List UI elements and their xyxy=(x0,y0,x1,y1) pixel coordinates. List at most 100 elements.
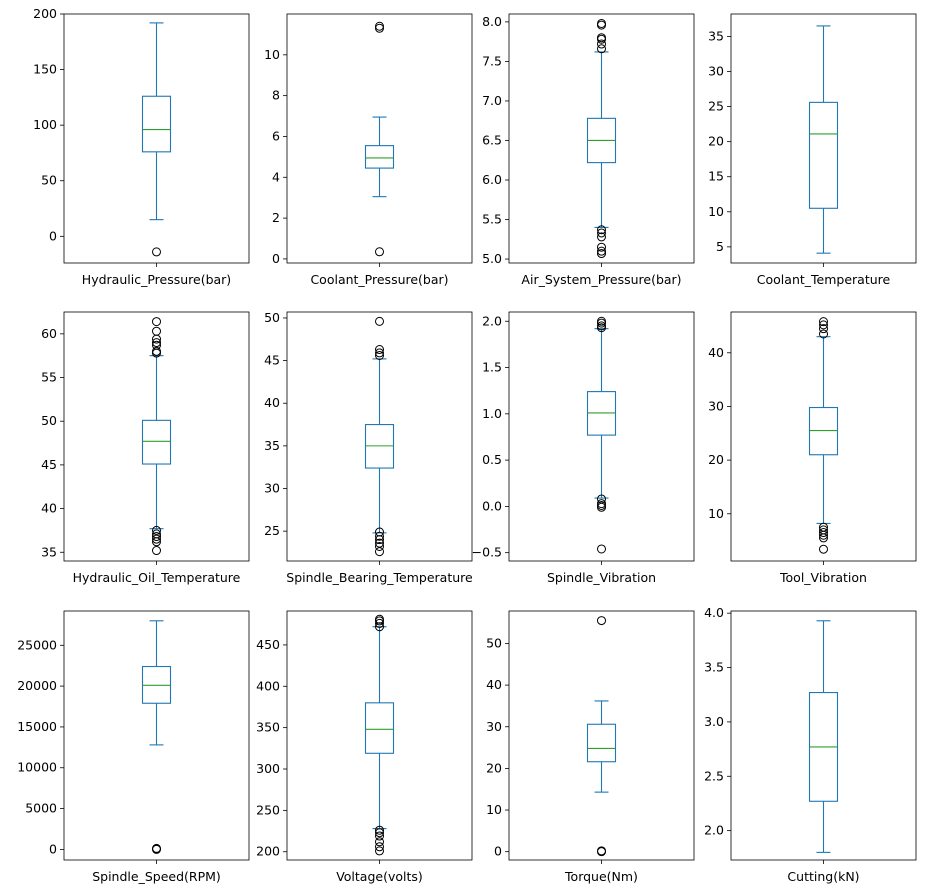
x-tick-label: Spindle_Vibration xyxy=(547,570,656,585)
y-tick-label: 50 xyxy=(264,310,280,325)
outlier-point xyxy=(597,232,606,242)
y-tick-label: 50 xyxy=(486,635,502,650)
y-tick-label: 350 xyxy=(256,720,280,735)
y-tick-label: 1.0 xyxy=(482,406,502,421)
y-tick-label: 0.5 xyxy=(482,452,502,467)
y-tick-label: 10 xyxy=(486,802,502,817)
y-tick-label: 10 xyxy=(708,506,724,521)
y-tick-label: 3.0 xyxy=(704,714,724,729)
y-tick-label: 4 xyxy=(272,169,280,184)
outlier-point xyxy=(375,837,384,847)
y-tick-label: 10 xyxy=(264,47,280,62)
y-tick-label: 5.0 xyxy=(482,251,502,266)
outlier-point xyxy=(597,246,606,256)
outlier-point xyxy=(819,324,828,334)
outlier-point xyxy=(375,21,384,31)
y-tick-label: 50 xyxy=(41,413,57,428)
y-tick-label: 35 xyxy=(264,438,280,453)
outlier-point xyxy=(819,329,828,339)
x-tick-label: Cutting(kN) xyxy=(787,869,859,884)
outlier-point xyxy=(819,525,828,535)
y-tick-label: 450 xyxy=(256,637,280,652)
y-tick-label: 4.0 xyxy=(704,605,724,620)
outlier-point xyxy=(152,525,161,535)
outlier-point xyxy=(597,225,606,235)
outlier-point xyxy=(375,527,384,537)
outlier-point xyxy=(597,544,606,554)
y-tick-label: 40 xyxy=(486,677,502,692)
outlier-point xyxy=(819,522,828,532)
x-tick-label: Coolant_Pressure(bar) xyxy=(310,272,448,287)
outlier-point xyxy=(152,326,161,336)
outlier-point xyxy=(375,831,384,841)
outlier-point xyxy=(375,531,384,541)
outlier-point xyxy=(819,528,828,538)
y-tick-label: 250 xyxy=(256,802,280,817)
x-tick-label: Voltage(volts) xyxy=(336,869,423,884)
y-tick-label: 6 xyxy=(272,128,280,143)
outlier-point xyxy=(597,321,606,331)
y-tick-label: 200 xyxy=(256,844,280,859)
y-tick-label: 400 xyxy=(256,678,280,693)
iqr-box xyxy=(808,101,839,209)
outlier-point xyxy=(597,44,606,54)
outlier-point xyxy=(597,249,606,259)
x-tick-label: Coolant_Temperature xyxy=(757,272,891,287)
y-tick-label: 5 xyxy=(716,239,724,254)
y-tick-label: 25 xyxy=(264,523,280,538)
outlier-point xyxy=(375,828,384,838)
y-tick-label: 30 xyxy=(708,398,724,413)
y-tick-label: 15000 xyxy=(17,719,57,734)
y-tick-label: 30 xyxy=(708,64,724,79)
outlier-point xyxy=(375,547,384,557)
y-tick-label: 150 xyxy=(33,62,57,77)
x-tick-label: Tool_Vibration xyxy=(779,570,867,585)
y-tick-label: 2.0 xyxy=(704,823,724,838)
outlier-point xyxy=(375,23,384,33)
outlier-point xyxy=(819,317,828,327)
outlier-point xyxy=(597,18,606,28)
y-tick-label: 6.0 xyxy=(482,172,502,187)
y-tick-label: 3.5 xyxy=(704,660,724,675)
outlier-point xyxy=(152,340,161,350)
y-tick-label: 35 xyxy=(41,544,57,559)
y-tick-label: 7.5 xyxy=(482,53,502,68)
boxplot-panel: 0 2 4 6 8 10 Coolant_Pressure(bar) xyxy=(264,13,473,287)
x-tick-label: Spindle_Bearing_Temperature xyxy=(286,570,473,585)
x-tick-label: Hydraulic_Oil_Temperature xyxy=(73,570,241,585)
y-tick-label: 0 xyxy=(272,251,280,266)
outlier-point xyxy=(597,846,606,856)
boxplot-panel: 0 5000 10000 15000 20000 25000 Spindle_Speed(R… xyxy=(17,610,250,884)
outlier-point xyxy=(597,616,606,626)
boxplot-panel: 0 50 100 150 200 Hydraulic_Pressure(bar) xyxy=(33,6,250,287)
outlier-point xyxy=(819,544,828,554)
y-tick-label: 5.5 xyxy=(482,212,502,227)
outlier-point xyxy=(819,320,828,330)
y-tick-label: 200 xyxy=(33,6,57,21)
iqr-box xyxy=(364,702,395,754)
y-tick-label: 40 xyxy=(264,395,280,410)
boxplot-panel: 10 20 30 40 Tool_Vibration xyxy=(708,311,917,585)
y-tick-label: 30 xyxy=(486,719,502,734)
outlier-point xyxy=(375,846,384,856)
x-tick-label: Air_System_Pressure(bar) xyxy=(521,272,681,287)
outlier-point xyxy=(375,345,384,355)
y-tick-label: 0.0 xyxy=(482,498,502,513)
axes-frame xyxy=(508,610,695,861)
outlier-point xyxy=(597,33,606,43)
y-tick-label: 0 xyxy=(49,228,57,243)
boxplot-panel: 200 250 300 350 400 450 Voltage(volts) xyxy=(256,610,473,884)
y-tick-label: 10000 xyxy=(17,760,57,775)
y-tick-label: 45 xyxy=(264,353,280,368)
boxplot-panel: 35 40 45 50 55 60 Hydraulic_Oil_Temperature xyxy=(41,311,250,585)
y-tick-label: −0.5 xyxy=(472,545,502,560)
y-tick-label: 30 xyxy=(264,481,280,496)
outlier-point xyxy=(152,247,161,257)
y-tick-label: 5000 xyxy=(25,801,57,816)
outlier-point xyxy=(152,529,161,539)
y-tick-label: 2.5 xyxy=(704,768,724,783)
y-tick-label: 40 xyxy=(41,501,57,516)
outlier-point xyxy=(597,39,606,49)
y-tick-label: 20 xyxy=(486,760,502,775)
iqr-box xyxy=(586,723,617,763)
